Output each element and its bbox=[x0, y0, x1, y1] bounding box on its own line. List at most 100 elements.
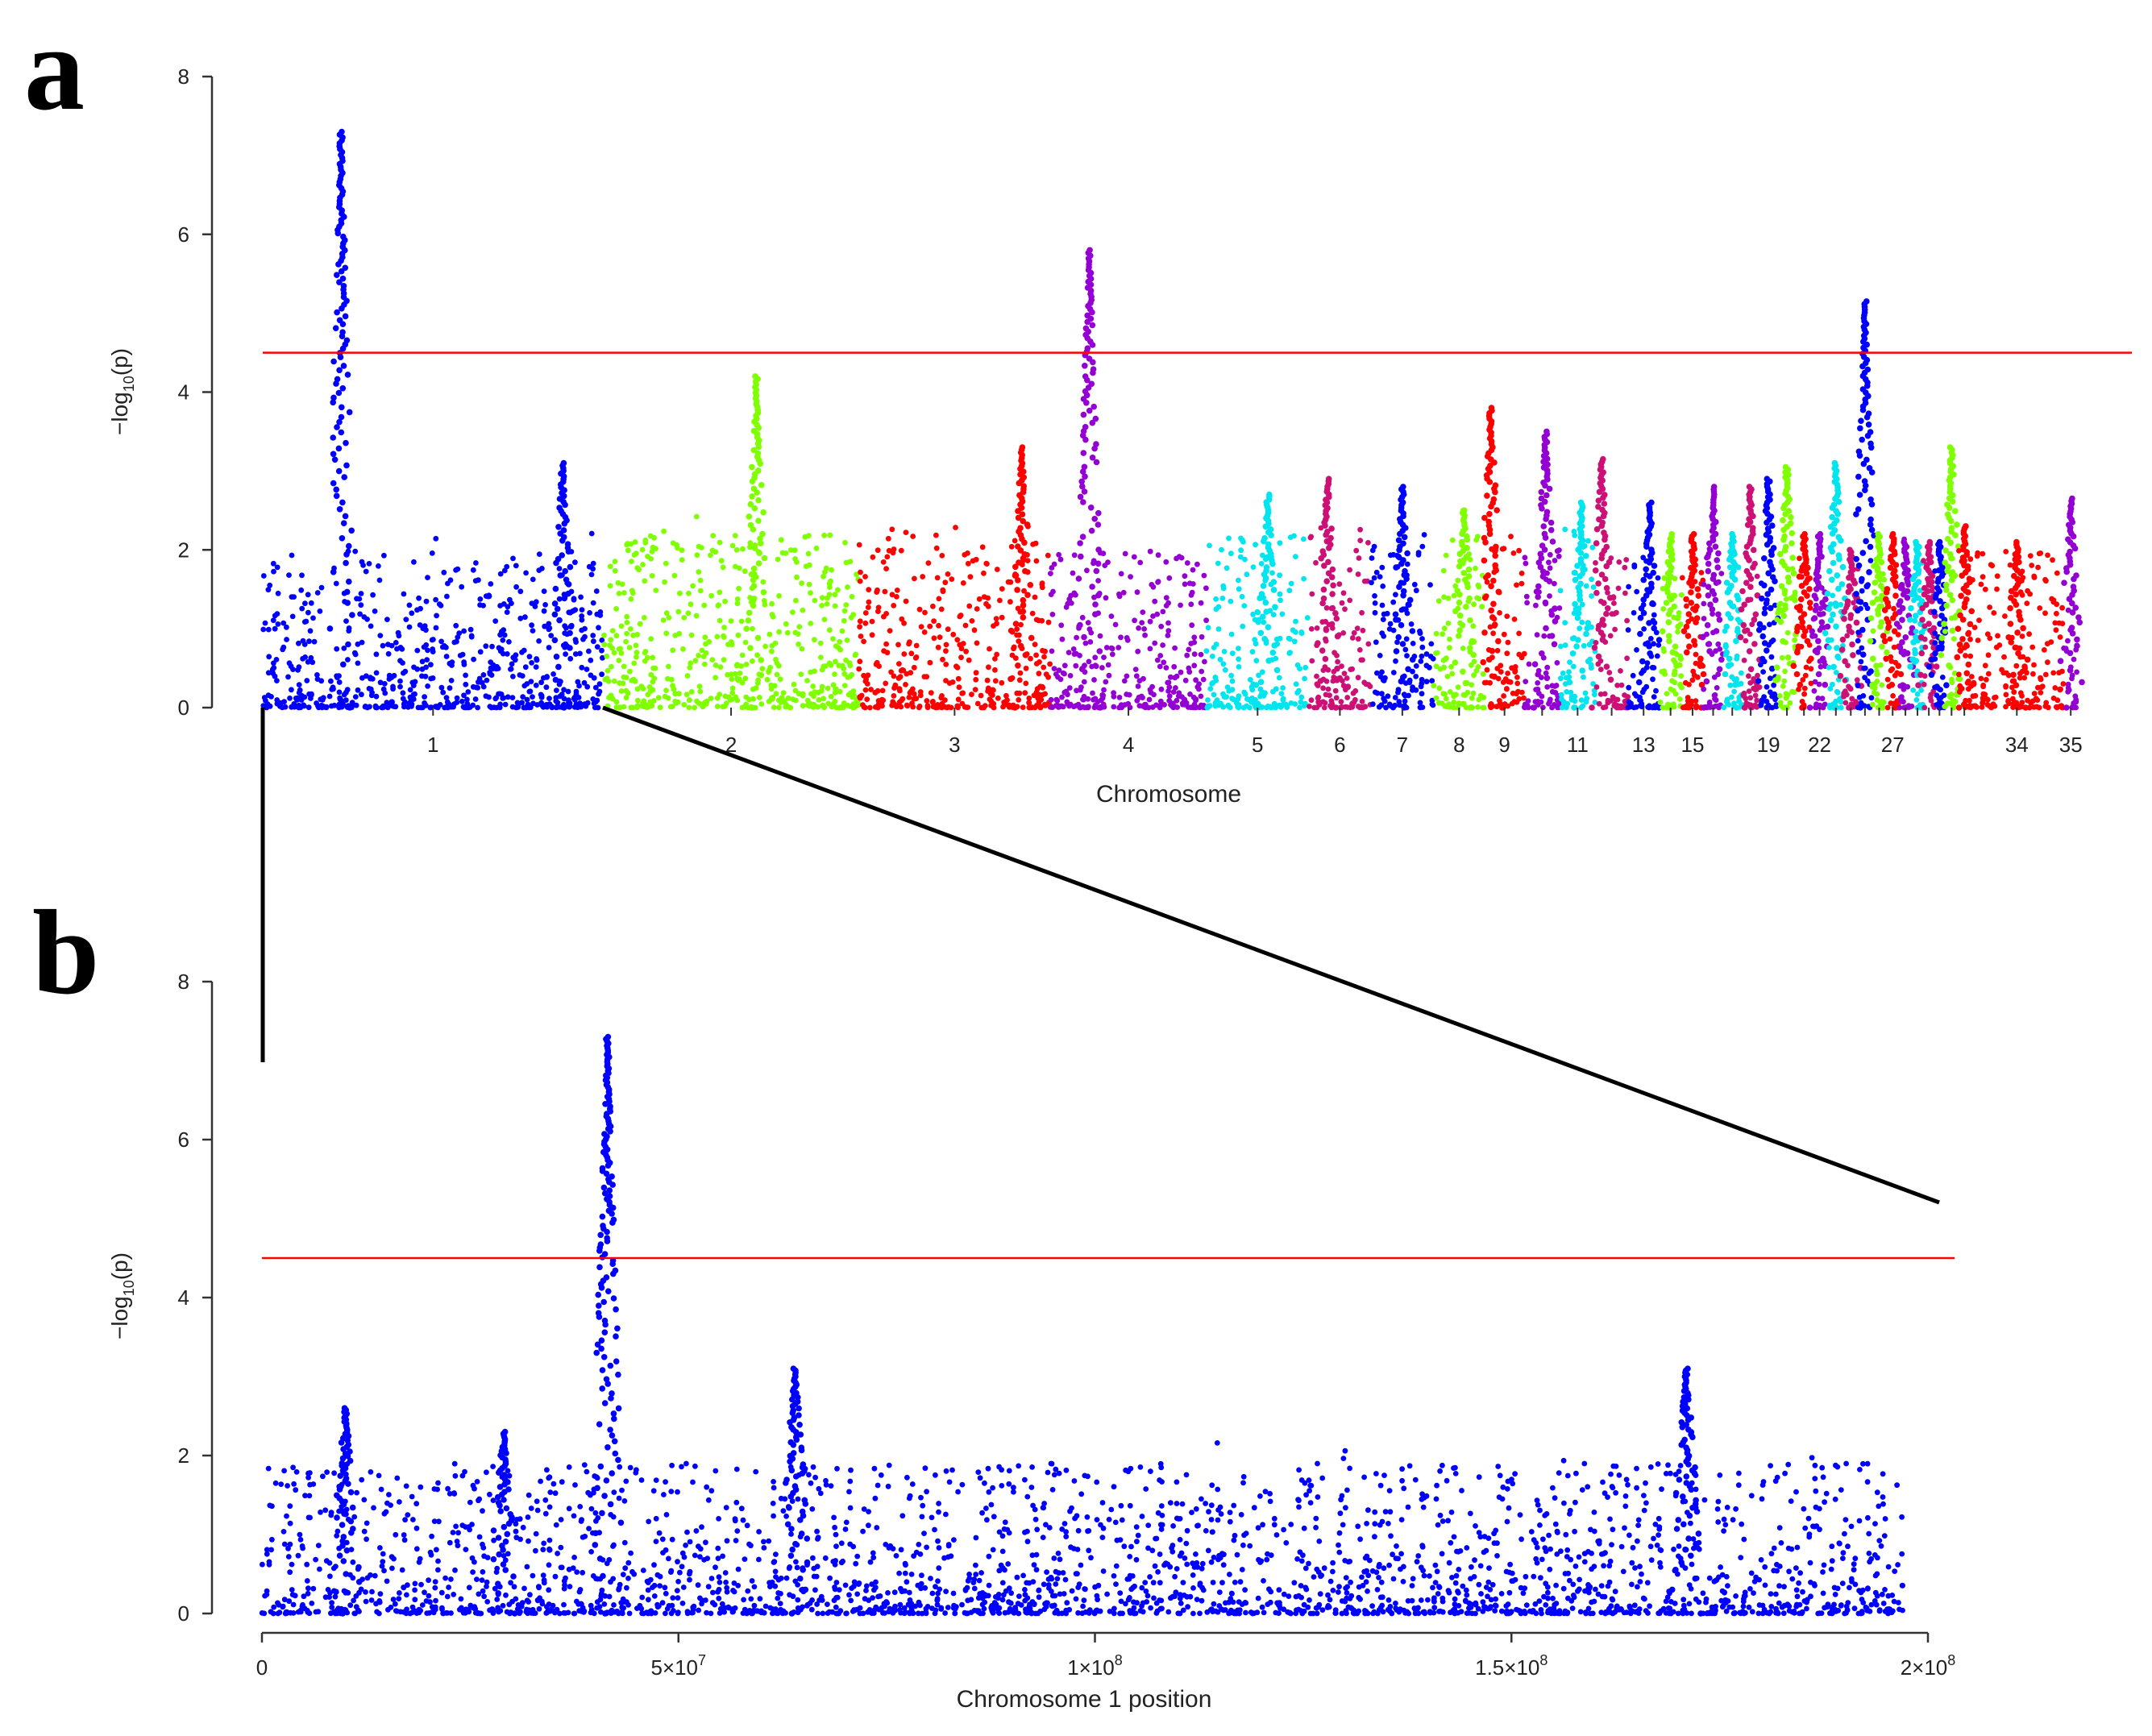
snp-point bbox=[865, 672, 871, 679]
snp-point bbox=[1663, 600, 1670, 606]
snp-point bbox=[444, 593, 450, 600]
snp-point bbox=[563, 651, 568, 657]
snp-point bbox=[483, 643, 489, 650]
snp-point bbox=[459, 584, 465, 590]
snp-point bbox=[1020, 602, 1027, 609]
snp-point bbox=[852, 652, 858, 658]
snp-point bbox=[555, 524, 562, 530]
snp-point bbox=[1899, 617, 1905, 623]
snp-point bbox=[1830, 681, 1835, 687]
snp-point bbox=[973, 556, 979, 563]
snp-point bbox=[1772, 677, 1779, 683]
snp-point bbox=[747, 540, 754, 546]
snp-point bbox=[1792, 637, 1798, 643]
snp-point bbox=[423, 598, 430, 604]
snp-point bbox=[461, 692, 467, 699]
snp-point bbox=[1325, 570, 1332, 577]
snp-point bbox=[1365, 540, 1371, 546]
snp-point bbox=[1081, 679, 1087, 685]
snp-point bbox=[1287, 650, 1293, 655]
snp-point bbox=[637, 621, 643, 627]
snp-point bbox=[347, 704, 353, 711]
snp-point bbox=[1928, 671, 1935, 679]
snp-point bbox=[1026, 700, 1032, 706]
snp-point bbox=[1705, 592, 1712, 599]
snp-point bbox=[725, 671, 730, 678]
snp-point bbox=[1544, 664, 1551, 671]
snp-point bbox=[710, 533, 717, 538]
snp-point bbox=[1490, 496, 1498, 503]
snp-point bbox=[1811, 687, 1818, 694]
snp-point bbox=[355, 660, 361, 667]
snp-point bbox=[987, 646, 992, 652]
snp-point bbox=[1741, 690, 1747, 696]
snp-point bbox=[769, 600, 775, 607]
snp-point bbox=[1693, 651, 1699, 658]
snp-point bbox=[1287, 534, 1294, 540]
snp-point bbox=[697, 588, 704, 594]
snp-point bbox=[509, 661, 515, 667]
snp-point bbox=[1059, 636, 1066, 642]
snp-point bbox=[1149, 582, 1155, 588]
snp-point bbox=[1808, 666, 1814, 672]
snp-point bbox=[650, 687, 656, 693]
snp-point bbox=[433, 596, 438, 603]
snp-point bbox=[1887, 564, 1894, 571]
snp-point bbox=[1611, 600, 1617, 606]
snp-point bbox=[510, 674, 516, 679]
snp-point bbox=[565, 590, 571, 597]
snp-point bbox=[677, 590, 683, 596]
snp-point bbox=[1028, 655, 1033, 662]
snp-point bbox=[729, 685, 736, 691]
snp-point bbox=[1780, 613, 1787, 619]
snp-point bbox=[1301, 703, 1307, 708]
snp-point bbox=[1726, 600, 1734, 606]
snp-point bbox=[1578, 697, 1585, 703]
snp-point bbox=[1316, 699, 1323, 705]
snp-point bbox=[619, 581, 625, 588]
snp-point bbox=[1688, 600, 1694, 606]
snp-point bbox=[424, 657, 430, 662]
snp-point bbox=[608, 637, 614, 643]
snp-point bbox=[1092, 654, 1099, 661]
snp-point bbox=[984, 677, 991, 683]
snp-point bbox=[266, 654, 272, 660]
snp-point bbox=[1012, 538, 1018, 544]
snp-point bbox=[1888, 681, 1896, 688]
snp-point bbox=[884, 650, 891, 656]
snp-point bbox=[982, 703, 988, 708]
snp-point bbox=[1445, 595, 1452, 601]
snp-point bbox=[974, 700, 981, 707]
snp-point bbox=[1776, 693, 1783, 699]
snp-point bbox=[595, 704, 601, 711]
snp-point bbox=[1789, 554, 1796, 561]
snp-point bbox=[611, 678, 617, 684]
snp-point bbox=[1336, 581, 1343, 588]
snp-point bbox=[1932, 640, 1938, 646]
snp-point bbox=[1163, 603, 1169, 608]
snp-point bbox=[1460, 646, 1466, 651]
snp-point bbox=[1760, 669, 1767, 675]
snp-point bbox=[1027, 582, 1034, 588]
snp-point bbox=[1701, 616, 1707, 621]
snp-point bbox=[343, 618, 349, 624]
snp-point bbox=[1799, 699, 1805, 704]
snp-point bbox=[1596, 516, 1602, 523]
snp-point bbox=[1427, 664, 1432, 671]
snp-point bbox=[1229, 696, 1235, 702]
snp-point bbox=[434, 613, 439, 619]
snp-point bbox=[1091, 558, 1097, 564]
snp-point bbox=[265, 703, 272, 709]
snp-point bbox=[1024, 521, 1031, 528]
snp-point bbox=[346, 409, 353, 416]
snp-point bbox=[1547, 551, 1553, 558]
snp-point bbox=[1540, 704, 1546, 711]
snp-point bbox=[1099, 665, 1105, 671]
snp-point bbox=[1539, 573, 1547, 579]
snp-point bbox=[1186, 704, 1191, 710]
snp-point bbox=[1277, 591, 1283, 597]
snp-point bbox=[599, 638, 605, 643]
snp-point bbox=[720, 564, 726, 571]
snp-point bbox=[1723, 579, 1730, 586]
snp-point bbox=[1261, 619, 1267, 625]
